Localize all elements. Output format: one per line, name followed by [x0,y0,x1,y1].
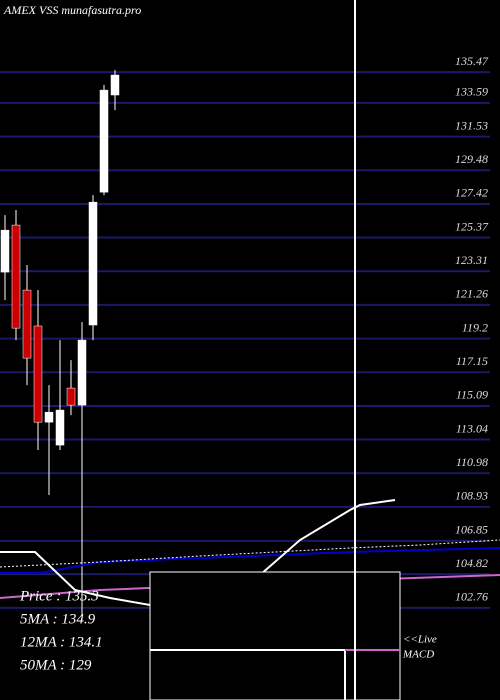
y-tick-label: 104.82 [455,556,488,570]
y-tick-label: 106.85 [455,523,488,537]
info-price: Price : 135.3 [19,588,99,604]
candle-body [55,409,65,446]
info-ma: 50MA : 129 [20,657,92,673]
candle-body [66,387,76,406]
y-tick-label: 125.37 [455,219,489,233]
live-label: MACD [402,649,434,661]
y-tick-label: 113.04 [456,421,488,435]
y-tick-label: 110.98 [456,455,488,469]
y-tick-label: 115.09 [456,388,488,402]
y-tick-label: 108.93 [455,489,488,503]
y-tick-label: 133.59 [455,85,488,99]
live-label: <<Live [403,634,437,646]
candle-body [88,201,98,326]
y-tick-label: 121.26 [455,287,488,301]
info-ma: 5MA : 134.9 [20,611,96,627]
y-tick-label: 102.76 [455,590,488,604]
macd-panel [149,571,401,700]
candle-body [110,74,120,96]
candle-body [44,411,54,423]
ma-line [0,547,500,574]
candle-body [22,289,32,359]
candle-body [77,339,87,406]
candle-body [0,229,10,273]
candle-body [11,224,21,329]
y-tick-label: 127.42 [455,186,488,200]
y-tick-label: 119.2 [462,320,488,334]
chart-title: AMEX VSS munafasutra.pro [3,3,141,17]
y-tick-label: 135.47 [455,54,489,68]
info-ma: 12MA : 134.1 [20,634,103,650]
ma-line [0,539,500,568]
y-tick-label: 129.48 [455,152,488,166]
candle-body [33,325,43,423]
candles [0,70,120,621]
y-tick-label: 117.15 [456,354,488,368]
y-tick-label: 123.31 [455,253,488,267]
candle-body [99,89,109,193]
y-tick-label: 131.53 [455,118,488,132]
